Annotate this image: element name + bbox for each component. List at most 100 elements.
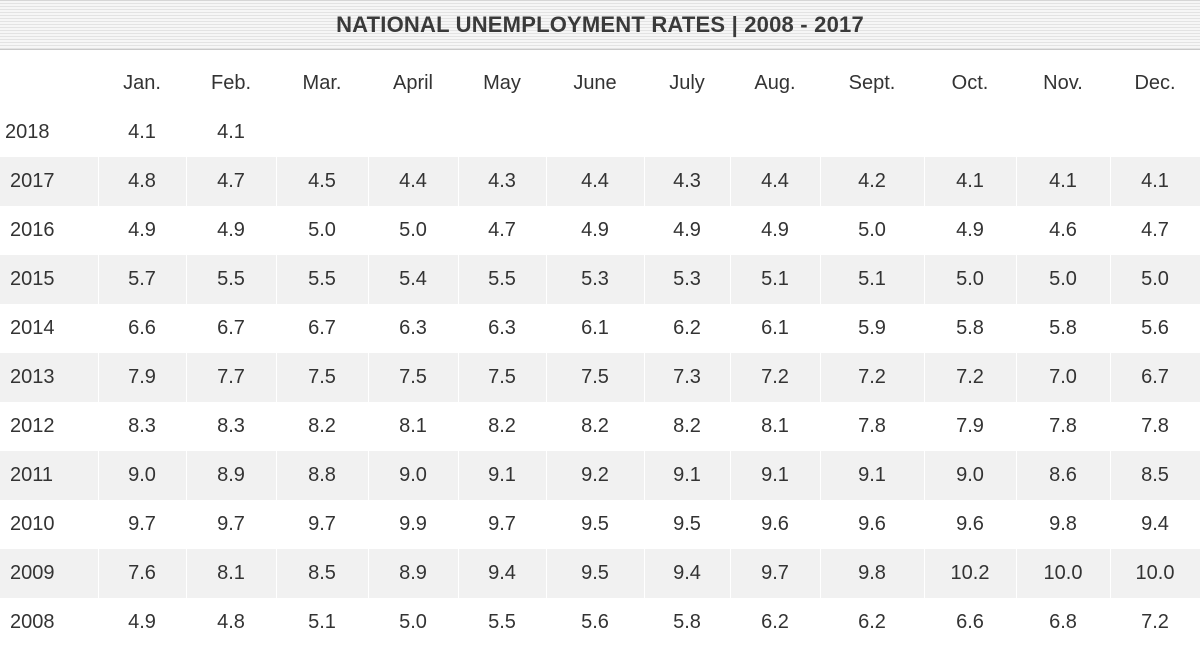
rate-cell: 9.9: [368, 500, 459, 549]
rate-cell: 7.7: [186, 353, 277, 402]
rate-cell: 5.1: [730, 255, 821, 304]
rate-cell: 9.1: [644, 451, 731, 500]
rate-cell: 6.7: [1110, 353, 1200, 402]
rate-cell: 8.5: [1110, 451, 1200, 500]
rate-cell: 5.5: [276, 255, 369, 304]
rate-cell: 6.3: [458, 304, 547, 353]
rate-cell: 7.2: [924, 353, 1017, 402]
rate-cell: 5.3: [644, 255, 731, 304]
rate-cell: 9.8: [820, 549, 925, 598]
rate-cell: 8.5: [276, 549, 369, 598]
table-row: 2018 4.1 4.1: [0, 108, 1200, 157]
rate-cell: 4.9: [644, 206, 731, 255]
rate-cell: 7.9: [924, 402, 1017, 451]
table-body: 2018 4.1 4.1 2017 4.8 4.7 4.5 4.4 4.3 4.4 4.3 4.4 4.…: [0, 108, 1200, 647]
rate-cell: 6.6: [98, 304, 187, 353]
table-row: 2014 6.6 6.7 6.7 6.3 6.3 6.1 6.2 6.1 5.9 5.8 5.8 5.6: [0, 304, 1200, 353]
table-row: 2012 8.3 8.3 8.2 8.1 8.2 8.2 8.2 8.1 7.8 7.9 7.8 7.8: [0, 402, 1200, 451]
rate-cell: 9.5: [546, 500, 645, 549]
rate-cell: 9.6: [730, 500, 821, 549]
rate-cell: 8.3: [186, 402, 277, 451]
rate-cell: 4.3: [458, 157, 547, 206]
rate-cell: 5.0: [1110, 255, 1200, 304]
rate-cell: 4.2: [820, 157, 925, 206]
rate-cell: 4.4: [368, 157, 459, 206]
rate-cell: 4.1: [1016, 157, 1111, 206]
rate-cell: 6.8: [1016, 598, 1111, 647]
rate-cell: 7.5: [368, 353, 459, 402]
table-row: 2010 9.7 9.7 9.7 9.9 9.7 9.5 9.5 9.6 9.6 9.6 9.8 9.4: [0, 500, 1200, 549]
page-title: NATIONAL UNEMPLOYMENT RATES | 2008 - 201…: [336, 12, 864, 37]
rate-cell: 4.7: [186, 157, 277, 206]
unemployment-table: Jan. Feb. Mar. April May June July Aug. Sept. Oct…: [0, 58, 1200, 647]
rate-cell: 7.6: [98, 549, 187, 598]
rate-cell: 4.9: [546, 206, 645, 255]
title-bar: NATIONAL UNEMPLOYMENT RATES | 2008 - 201…: [0, 0, 1200, 50]
table-row: 2016 4.9 4.9 5.0 5.0 4.7 4.9 4.9 4.9 5.0 4.9 4.6 4.7: [0, 206, 1200, 255]
table-row: 2015 5.7 5.5 5.5 5.4 5.5 5.3 5.3 5.1 5.1 5.0 5.0 5.0: [0, 255, 1200, 304]
rate-cell: 5.4: [368, 255, 459, 304]
rate-cell: 5.0: [1016, 255, 1111, 304]
year-cell: 2016: [0, 206, 99, 255]
rate-cell: 4.1: [186, 108, 277, 157]
rate-cell: 9.0: [368, 451, 459, 500]
year-cell: 2014: [0, 304, 99, 353]
rate-cell: 5.5: [458, 255, 547, 304]
rate-cell: 6.2: [644, 304, 731, 353]
rate-cell: 8.2: [546, 402, 645, 451]
column-header: June: [546, 58, 645, 108]
rate-cell: 6.2: [820, 598, 925, 647]
rate-cell: 4.7: [458, 206, 547, 255]
rate-cell: 4.4: [730, 157, 821, 206]
rate-cell: 8.6: [1016, 451, 1111, 500]
rate-cell: 5.8: [644, 598, 731, 647]
rate-cell: 6.3: [368, 304, 459, 353]
rate-cell: [730, 108, 821, 157]
rate-cell: 6.2: [730, 598, 821, 647]
rate-cell: 5.0: [820, 206, 925, 255]
rate-cell: 8.2: [644, 402, 731, 451]
rate-cell: 7.9: [98, 353, 187, 402]
rate-cell: [276, 108, 369, 157]
rate-cell: 4.8: [186, 598, 277, 647]
rate-cell: 5.0: [368, 206, 459, 255]
rate-cell: 7.0: [1016, 353, 1111, 402]
rate-cell: 4.9: [98, 598, 187, 647]
rate-cell: 6.7: [276, 304, 369, 353]
year-cell: 2013: [0, 353, 99, 402]
rate-cell: 9.7: [98, 500, 187, 549]
rate-cell: 9.8: [1016, 500, 1111, 549]
year-cell: 2012: [0, 402, 99, 451]
rate-cell: 4.9: [186, 206, 277, 255]
column-header: May: [458, 58, 547, 108]
column-header: Dec.: [1110, 58, 1200, 108]
rate-cell: 8.9: [368, 549, 459, 598]
rate-cell: 7.2: [820, 353, 925, 402]
rate-cell: 10.2: [924, 549, 1017, 598]
rate-cell: 4.9: [924, 206, 1017, 255]
year-cell: 2017: [0, 157, 99, 206]
rate-cell: 4.6: [1016, 206, 1111, 255]
rate-cell: 9.5: [546, 549, 645, 598]
year-cell: 2008: [0, 598, 99, 647]
column-header: Oct.: [924, 58, 1017, 108]
rate-cell: 8.9: [186, 451, 277, 500]
rate-cell: [820, 108, 925, 157]
rate-cell: 7.3: [644, 353, 731, 402]
rate-cell: 7.8: [1110, 402, 1200, 451]
column-header: July: [644, 58, 731, 108]
rate-cell: 5.5: [458, 598, 547, 647]
rate-cell: 8.1: [730, 402, 821, 451]
year-cell: 2010: [0, 500, 99, 549]
rate-cell: 5.0: [368, 598, 459, 647]
table-row: 2009 7.6 8.1 8.5 8.9 9.4 9.5 9.4 9.7 9.8 10.2 10.0 1…: [0, 549, 1200, 598]
rate-cell: 9.4: [644, 549, 731, 598]
year-cell: 2009: [0, 549, 99, 598]
rate-cell: 10.0: [1016, 549, 1111, 598]
rate-cell: [1110, 108, 1200, 157]
rate-cell: 4.9: [98, 206, 187, 255]
rate-cell: 9.7: [276, 500, 369, 549]
rate-cell: 6.1: [730, 304, 821, 353]
rate-cell: 4.1: [98, 108, 187, 157]
rate-cell: 5.1: [276, 598, 369, 647]
